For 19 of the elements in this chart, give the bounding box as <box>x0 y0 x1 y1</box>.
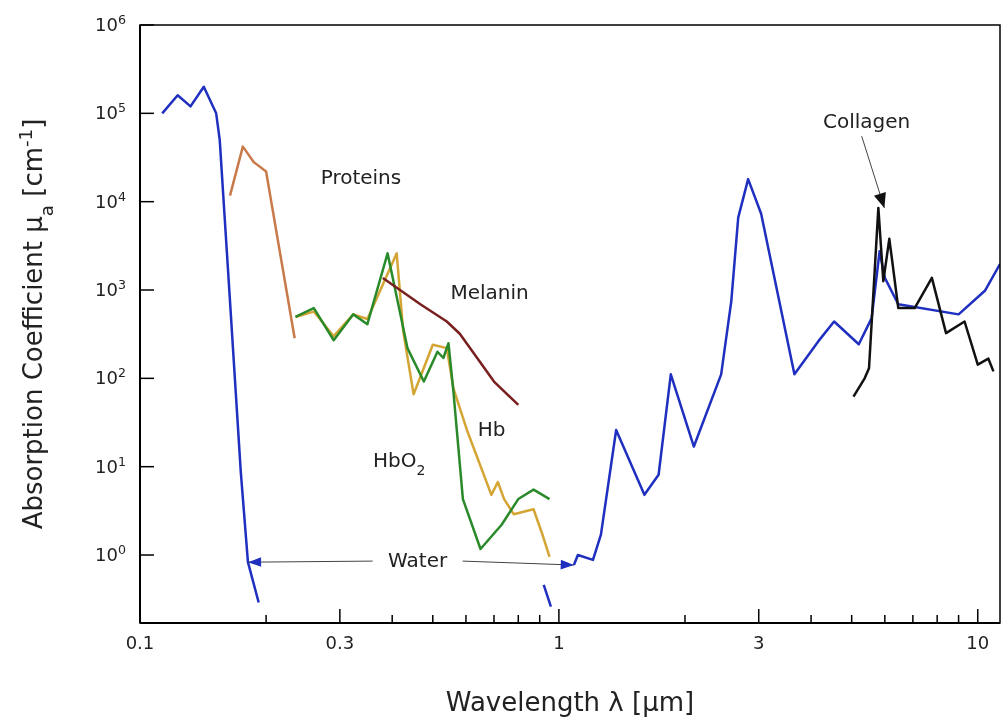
x-axis-title: Wavelength λ [μm] <box>445 687 695 717</box>
y-tick-label: 10$^{4}$ <box>95 188 126 212</box>
text: Proteins <box>320 164 402 189</box>
y-tick-label: 10$^{6}$ <box>95 11 126 35</box>
y-tick-label: 10$^{1}$ <box>95 453 126 477</box>
text: Collagen <box>823 109 911 134</box>
y-tick-label: 10$^{3}$ <box>95 276 126 301</box>
y-tick-label: 10$^{2}$ <box>95 364 126 389</box>
x-tick-label: 10 <box>966 632 990 653</box>
series-label: HbO$_{2}$ <box>373 447 426 478</box>
x-tick-label: 0.1 <box>125 632 155 653</box>
x-tick-label: 3 <box>753 632 765 653</box>
series-label: Melanin <box>450 280 529 305</box>
y-tick-label: 10$^{0}$ <box>95 541 126 566</box>
text: Water <box>388 548 448 573</box>
y-tick-label: 10$^{5}$ <box>95 99 126 124</box>
x-tick-label: 0.3 <box>325 632 355 653</box>
series-label: Hb <box>477 417 506 442</box>
x-tick-label: 1 <box>553 632 565 653</box>
